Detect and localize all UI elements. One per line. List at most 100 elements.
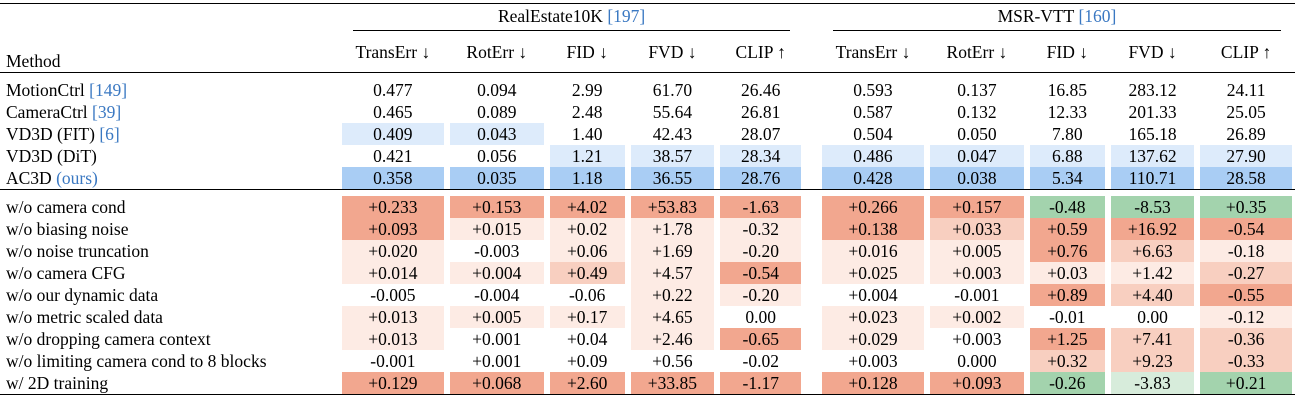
- value-cell: +0.093: [927, 372, 1027, 395]
- value-text: 0.428: [821, 167, 925, 189]
- value-text: 0.132: [957, 102, 997, 122]
- method-name: AC3D: [6, 167, 52, 188]
- value-cell: -1.63: [717, 196, 804, 218]
- value-text: +1.42: [1110, 262, 1195, 284]
- method-name: VD3D (DiT): [6, 145, 97, 166]
- citation-number: 39: [97, 101, 116, 122]
- value-cell: -0.001: [927, 284, 1027, 306]
- metric-header: CLIP ↑: [1197, 32, 1295, 73]
- value-cell: 0.358: [338, 167, 447, 190]
- value-text: 0.477: [373, 80, 413, 100]
- value-text: +0.76: [1029, 240, 1105, 262]
- value-text: -1.63: [720, 196, 802, 218]
- value-text: +0.003: [930, 262, 1024, 284]
- value-text: -0.005: [370, 285, 416, 305]
- value-text: +0.04: [566, 329, 608, 349]
- value-cell: 25.05: [1197, 101, 1295, 123]
- value-text: 2.48: [571, 102, 603, 122]
- value-cell: 6.88: [1027, 145, 1108, 167]
- value-cell: +0.002: [927, 306, 1027, 328]
- value-text: -0.26: [1029, 372, 1105, 394]
- value-cell: +0.014: [339, 262, 447, 284]
- value-cell: +2.60: [546, 372, 628, 395]
- value-cell: 26.89: [1197, 123, 1295, 145]
- metric-header: TransErr ↓: [818, 32, 928, 73]
- value-text: -0.18: [1200, 240, 1292, 262]
- value-cell: 16.85: [1027, 79, 1108, 101]
- value-cell: -0.001: [339, 350, 447, 372]
- value-text: +0.21: [1200, 372, 1292, 394]
- value-cell: -0.65: [717, 328, 804, 350]
- value-cell: 28.58: [1197, 167, 1295, 190]
- value-text: +0.59: [1029, 218, 1105, 240]
- metric-header: TransErr ↓: [338, 32, 447, 73]
- value-cell: 0.504: [819, 123, 927, 145]
- value-cell: +0.02: [547, 218, 628, 240]
- value-text: +0.06: [549, 240, 625, 262]
- value-cell: 26.81: [717, 101, 804, 123]
- group-name: MSR-VTT: [997, 5, 1075, 26]
- value-cell: +0.004: [819, 284, 927, 306]
- value-text: +0.029: [821, 328, 925, 350]
- method-cell: MotionCtrl [149]: [0, 79, 339, 101]
- table-row: w/ 2D training +0.129 +0.068 +2.60 +33.85 -1.…: [0, 372, 1295, 395]
- value-cell: +0.020: [339, 240, 447, 262]
- value-cell: -0.36: [1197, 328, 1295, 350]
- method-cell: w/o our dynamic data: [0, 284, 339, 306]
- value-text: +0.266: [821, 196, 925, 218]
- value-text: +1.69: [630, 240, 715, 262]
- value-cell: 137.62: [1108, 145, 1197, 167]
- value-cell: +0.21: [1197, 372, 1295, 395]
- value-cell: +4.02: [547, 196, 628, 218]
- value-text: 28.34: [720, 145, 802, 167]
- value-cell: +0.003: [927, 328, 1027, 350]
- value-cell: +0.22: [628, 284, 717, 306]
- value-text: -8.53: [1110, 196, 1195, 218]
- value-cell: 0.047: [927, 145, 1027, 167]
- value-text: +0.013: [341, 306, 444, 328]
- value-text: +0.005: [449, 306, 544, 328]
- method-cell: w/o biasing noise: [0, 218, 339, 240]
- value-cell: -0.02: [717, 350, 804, 372]
- metric-header: FVD ↓: [1107, 32, 1198, 73]
- value-cell: 28.76: [717, 167, 805, 190]
- value-text: 26.81: [741, 102, 781, 122]
- value-text: +1.78: [630, 218, 715, 240]
- value-cell: 0.421: [339, 145, 447, 167]
- value-cell: +53.83: [628, 196, 717, 218]
- value-cell: 1.18: [546, 167, 628, 190]
- value-cell: 0.038: [927, 167, 1027, 190]
- value-cell: +0.266: [819, 196, 927, 218]
- value-cell: +0.89: [1027, 284, 1108, 306]
- method-cell: w/ 2D training: [0, 372, 339, 395]
- header-group-row: Method RealEstate10K [197] MSR-VTT [160]: [0, 3, 1295, 73]
- value-text: 0.421: [373, 146, 413, 166]
- value-cell: +1.69: [628, 240, 717, 262]
- table-row: w/o noise truncation +0.020 -0.003 +0.06 +1.…: [0, 240, 1295, 262]
- value-text: 1.40: [571, 124, 603, 144]
- value-text: 5.34: [1029, 167, 1105, 189]
- value-cell: +0.025: [819, 262, 927, 284]
- value-cell: -0.005: [339, 284, 447, 306]
- value-cell: +0.76: [1027, 240, 1108, 262]
- citation: [149]: [89, 79, 128, 100]
- value-cell: 0.587: [819, 101, 927, 123]
- method-name: w/o camera cond: [6, 196, 126, 217]
- method-name: w/o biasing noise: [6, 218, 129, 239]
- value-text: 0.358: [341, 167, 444, 189]
- value-text: 6.88: [1029, 145, 1105, 167]
- value-text: 0.486: [821, 145, 925, 167]
- header-metric-row: TransErr ↓ RotErr ↓ FID ↓ FVD ↓ CLIP ↑ TransE…: [0, 32, 1295, 73]
- value-text: +0.001: [472, 351, 522, 371]
- metric-header: RotErr ↓: [446, 32, 547, 73]
- value-cell: -0.27: [1197, 262, 1295, 284]
- value-text: +0.003: [952, 329, 1002, 349]
- table-row: w/o camera CFG +0.014 +0.004 +0.49 +4.57 -0.5…: [0, 262, 1295, 284]
- value-text: +0.002: [930, 306, 1024, 328]
- value-text: -0.20: [720, 284, 802, 306]
- table-row: w/o camera cond +0.233 +0.153 +4.02 +53.83 -1…: [0, 196, 1295, 218]
- value-text: +0.023: [821, 306, 925, 328]
- value-text: 0.089: [477, 102, 517, 122]
- value-cell: -0.01: [1027, 306, 1108, 328]
- value-text: +0.153: [449, 196, 544, 218]
